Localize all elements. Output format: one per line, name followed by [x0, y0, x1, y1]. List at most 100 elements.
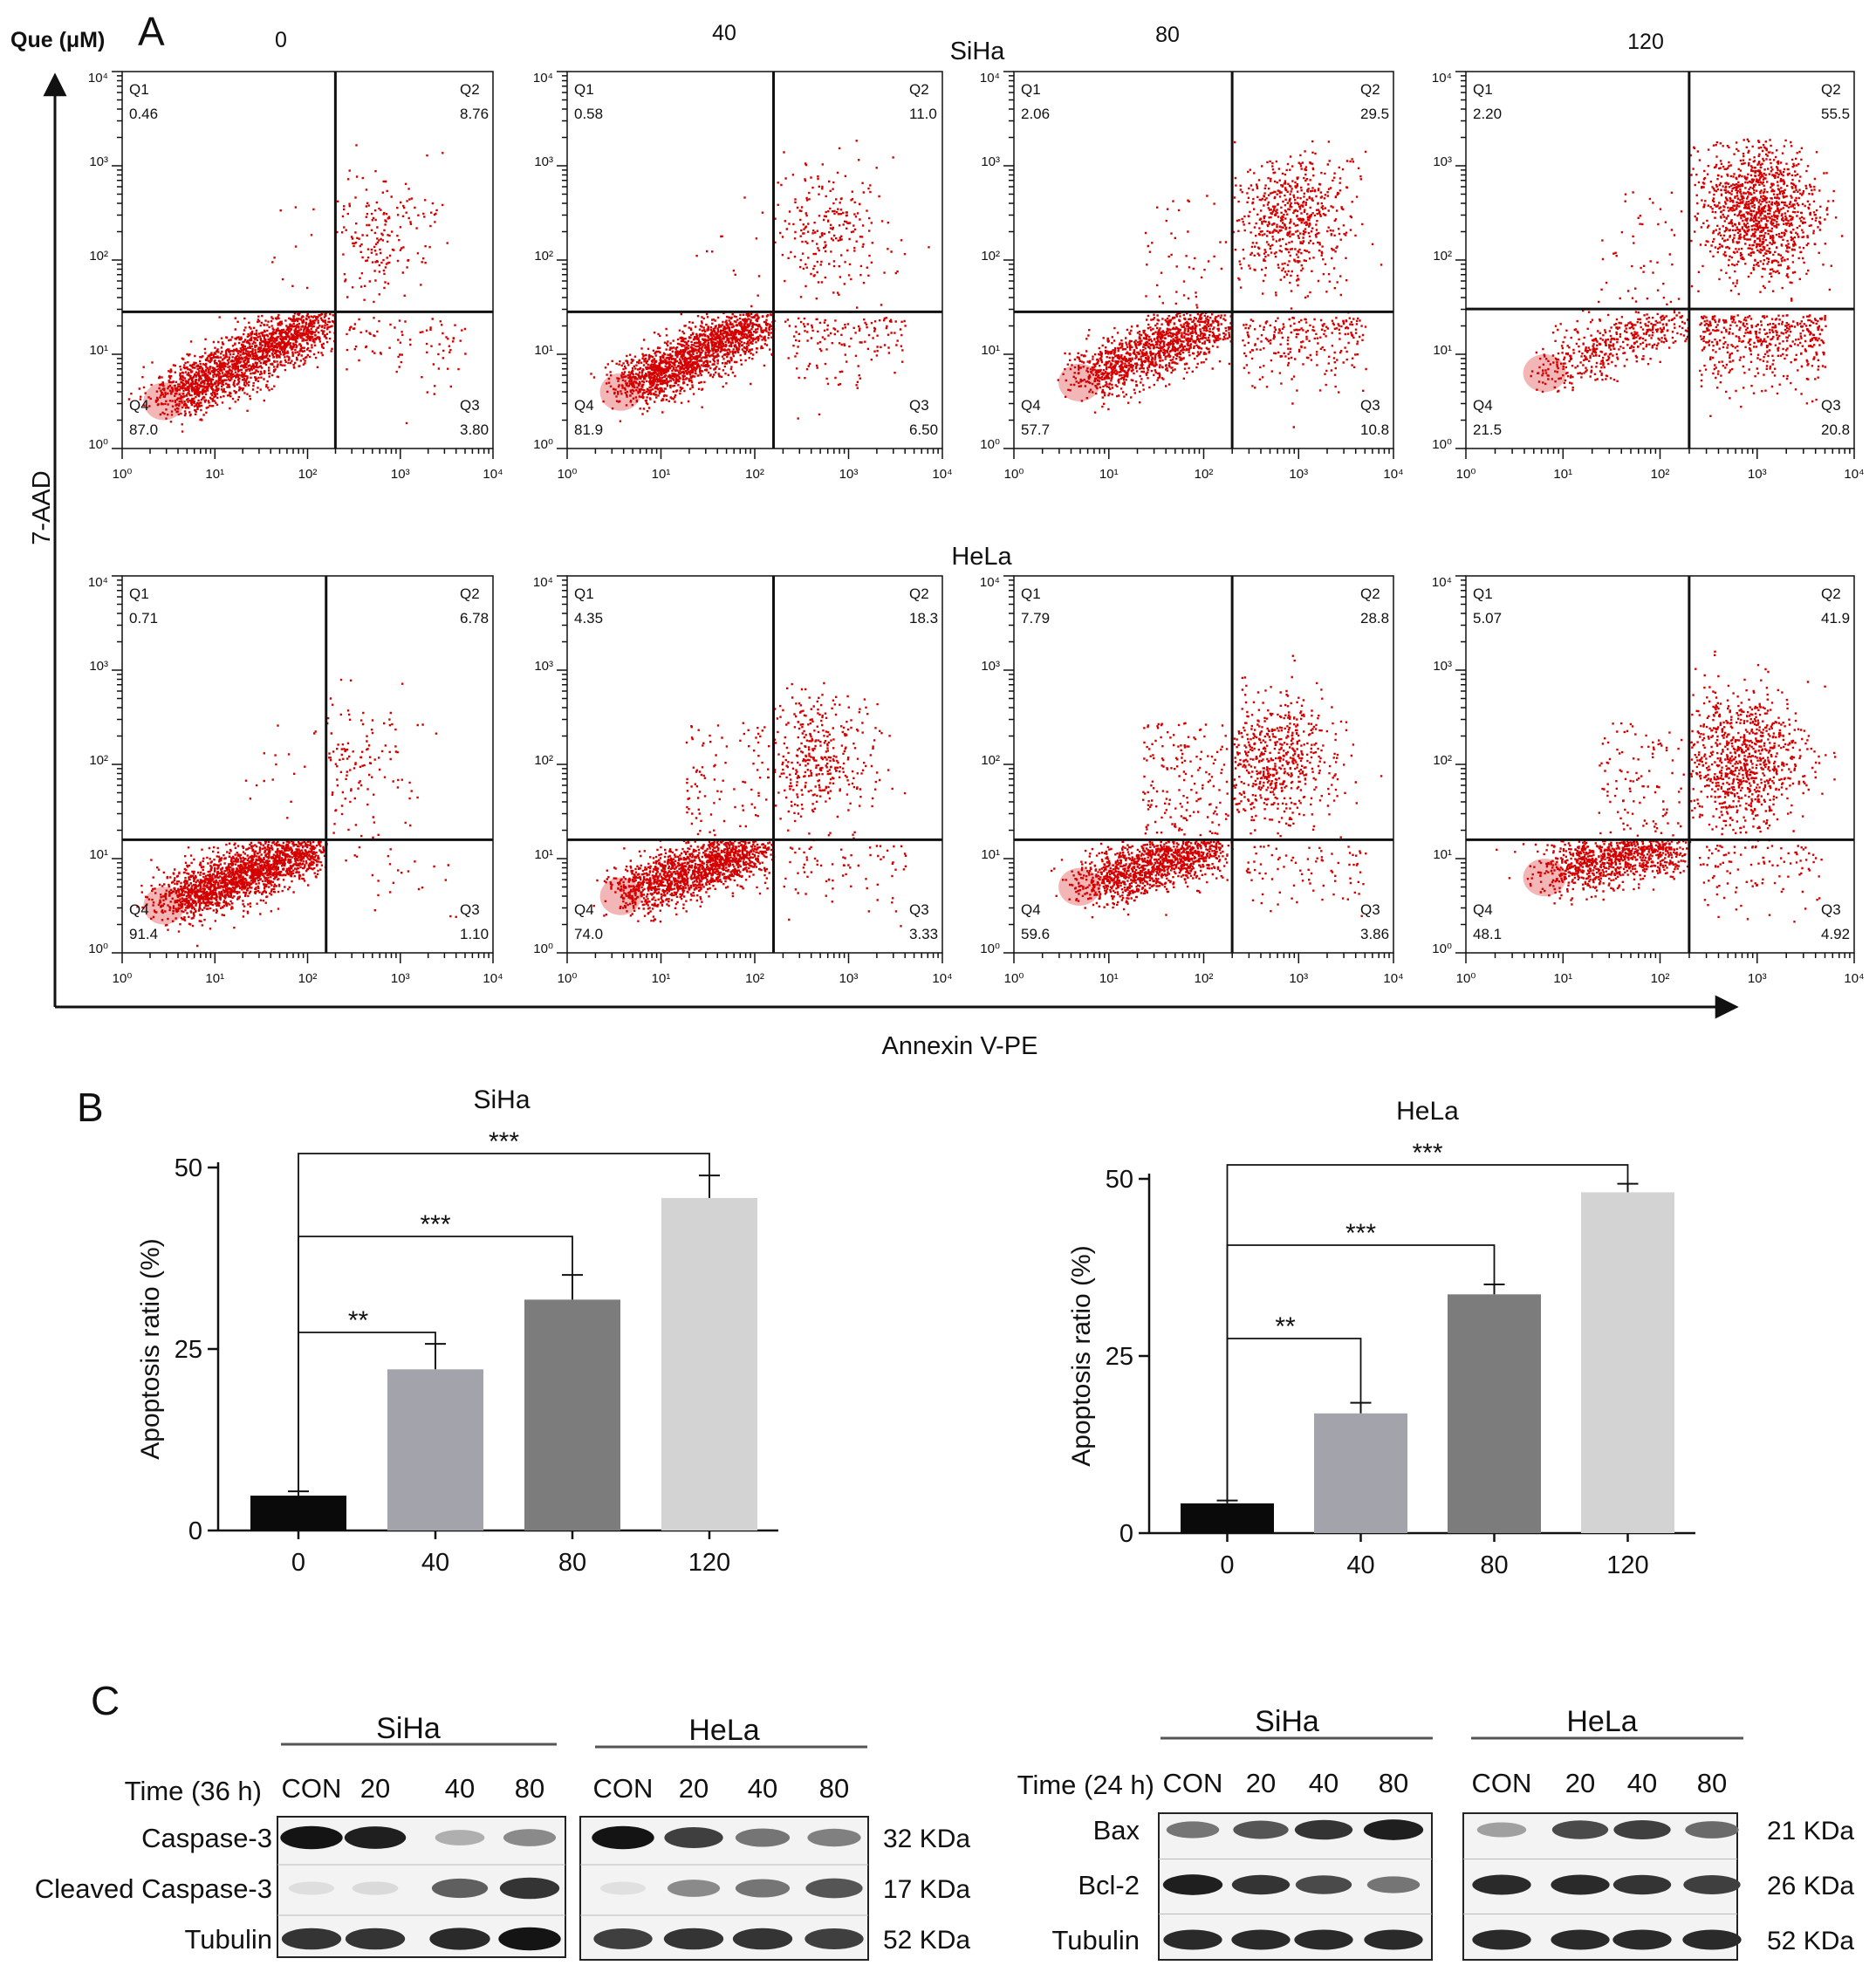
y-tick-label: 10²	[981, 249, 1000, 264]
significance-bracket	[1226, 1164, 1629, 1501]
y-axis-label: Apoptosis ratio (%)	[136, 1238, 165, 1459]
y-tick-label: 10¹	[1433, 343, 1452, 358]
blot-group-1: Time (36 h) SiHa CON 20 40 80 HeLa CON 20 40 80 Cas…	[35, 1712, 970, 1961]
protein-label: Bcl-2	[1078, 1870, 1140, 1900]
quadrant-value-q2: 11.0	[909, 106, 937, 122]
y-tick-label: 0	[188, 1517, 202, 1545]
flow-plot-hela-80: Q1 7.79 Q2 28.8 Q3 3.86 Q4 59.6 10⁰ 10¹ 10² 10³ 10⁴ 1…	[980, 575, 1404, 986]
quadrant-name-q3: Q3	[1360, 901, 1380, 918]
y-tick-label: 10¹	[1433, 847, 1452, 862]
y-tick-label: 10²	[534, 249, 553, 264]
time-label: Time (36 h)	[125, 1776, 262, 1806]
band	[344, 1826, 407, 1849]
x-axis-label-annexin: Annexin V-PE	[882, 1032, 1038, 1060]
x-tick-label: 10⁰	[113, 467, 133, 482]
band	[663, 1928, 724, 1950]
axis-ticks	[1003, 71, 1394, 459]
y-tick-label: 10⁴	[1432, 71, 1452, 86]
band	[1551, 1874, 1610, 1895]
y-tick-label: 10⁰	[1432, 942, 1452, 956]
x-tick-label: 10³	[1748, 971, 1767, 986]
quadrant-value-q1: 2.06	[1021, 106, 1050, 122]
cell-line-title: SiHa	[1255, 1705, 1319, 1738]
quadrant-name-q1: Q1	[574, 585, 594, 602]
cell-line-title: HeLa	[688, 1714, 759, 1747]
band	[498, 1927, 561, 1951]
x-tick-label: 10²	[745, 467, 764, 482]
western-blots: Time (36 h) SiHa CON 20 40 80 HeLa CON 20 40 80 Cas…	[35, 1705, 1854, 1961]
quadrant-name-q2: Q2	[1360, 81, 1380, 98]
flow-plot-siha-40: Q1 0.58 Q2 11.0 Q3 6.50 Q4 81.9 10⁰ 10¹ 10² 10³ 10⁴ 1…	[533, 71, 953, 482]
band	[429, 1928, 490, 1950]
axis-ticks	[557, 71, 943, 459]
event-dots	[1057, 140, 1383, 428]
band	[1294, 1819, 1353, 1840]
quadrant-name-q1: Q1	[1021, 585, 1041, 602]
band	[1231, 1874, 1291, 1895]
band	[593, 1928, 653, 1949]
quadrant-value-q4: 21.5	[1473, 421, 1502, 438]
band	[1472, 1874, 1531, 1895]
x-tick-label: 10¹	[1099, 467, 1119, 482]
bar-80	[524, 1299, 620, 1530]
event-dots	[136, 678, 457, 948]
quadrant-name-q4: Q4	[1021, 397, 1041, 414]
flow-plot-hela-0: Q1 0.71 Q2 6.78 Q3 1.10 Q4 91.4 10⁰ 10¹ 10² 10³ 10⁴ 1…	[88, 575, 503, 986]
x-tick-label: 10¹	[652, 467, 671, 482]
x-tick-label: 0	[291, 1549, 305, 1577]
time-label: Time (24 h)	[1017, 1770, 1154, 1800]
band	[1682, 1929, 1742, 1950]
dose-label-80: 80	[1155, 23, 1180, 47]
row-title-hela: HeLa	[951, 543, 1012, 571]
significance-label: **	[348, 1306, 369, 1335]
quadrant-value-q2: 55.5	[1821, 106, 1850, 122]
quadrant-name-q4: Q4	[1473, 901, 1493, 918]
bar-40	[1314, 1413, 1407, 1533]
quadrant-value-q3: 3.33	[909, 926, 938, 942]
lane-label: CON	[1472, 1768, 1532, 1798]
x-tick-label: 10¹	[1099, 971, 1119, 986]
protein-label: Bax	[1093, 1815, 1140, 1845]
quadrant-name-q3: Q3	[1360, 397, 1380, 414]
lane-label: 20	[1565, 1768, 1595, 1798]
y-tick-label: 10⁴	[533, 71, 553, 86]
x-tick-label: 40	[1346, 1551, 1374, 1579]
x-tick-label: 120	[688, 1549, 730, 1577]
band	[1476, 1822, 1527, 1838]
y-axis-label: Apoptosis ratio (%)	[1067, 1245, 1096, 1466]
axis-ticks	[112, 71, 494, 459]
band	[1472, 1929, 1531, 1950]
panel-label-c: C	[91, 1678, 120, 1723]
panel-label-a: A	[138, 9, 165, 54]
quadrant-name-q2: Q2	[909, 585, 929, 602]
lane-label: 80	[1379, 1768, 1408, 1798]
x-tick-label: 10²	[1651, 467, 1670, 482]
band	[805, 1878, 863, 1899]
quadrant-value-q3: 6.50	[909, 421, 938, 438]
band	[281, 1928, 342, 1950]
quadrant-value-q2: 28.8	[1360, 610, 1389, 627]
dose-label-0: 0	[275, 28, 287, 52]
y-tick-label: 50	[1106, 1166, 1133, 1194]
lane-label: 40	[445, 1773, 475, 1804]
y-tick-label: 10²	[89, 249, 108, 264]
viable-cluster	[1523, 354, 1566, 393]
band	[735, 1828, 791, 1847]
lane-label: 80	[1697, 1768, 1727, 1798]
x-tick-label: 10³	[1289, 971, 1308, 986]
band	[804, 1928, 864, 1949]
quadrant-name-q3: Q3	[460, 901, 480, 918]
flow-plot-siha-0: Q1 0.46 Q2 8.76 Q3 3.80 Q4 87.0 10⁰ 10¹ 10² 10³ 10⁴ 1…	[88, 71, 503, 482]
y-tick-label: 10³	[1433, 154, 1452, 169]
quadrant-value-q2: 41.9	[1821, 610, 1850, 627]
x-tick-label: 10⁴	[483, 467, 503, 482]
band	[280, 1825, 343, 1850]
band	[807, 1828, 861, 1847]
quadrant-name-q1: Q1	[1473, 81, 1493, 98]
quadrant-name-q2: Q2	[1360, 585, 1380, 602]
quadrant-name-q3: Q3	[1821, 397, 1841, 414]
lane-label: CON	[282, 1773, 342, 1804]
x-tick-label: 10⁴	[1383, 971, 1403, 986]
